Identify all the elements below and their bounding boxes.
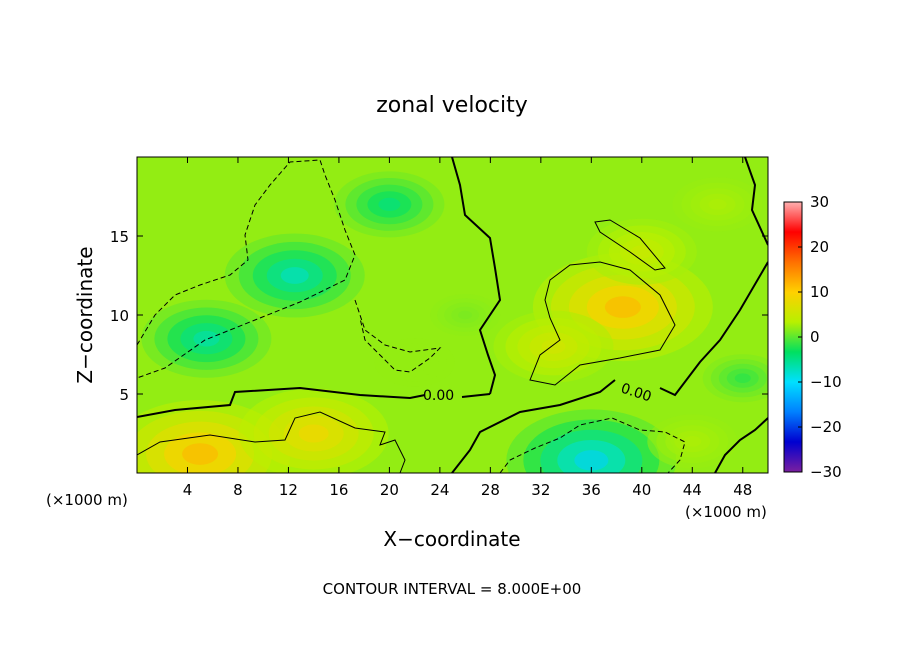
x-tick-label-32: 32 [531, 481, 550, 499]
colorbar-tick-label-3: 0 [810, 328, 820, 346]
x-axis: 4 8 12 16 20 24 28 32 36 40 44 48 [183, 157, 752, 499]
field-cell-11-1 [708, 199, 727, 210]
negative-contour-bottom [499, 417, 686, 473]
x-tick-label-12: 12 [279, 481, 298, 499]
zero-contour-right-lower [659, 261, 768, 397]
x-unit-label: (×1000 m) [685, 503, 767, 521]
field-cell-2-1 [378, 197, 401, 211]
field-cell-6-1 [182, 443, 219, 465]
field-cell-3-1 [604, 296, 641, 318]
y-tick-label-5: 5 [119, 386, 129, 404]
y-axis-label: Z−coordinate [73, 246, 97, 383]
positive-contour-left [137, 411, 406, 473]
positive-contour-max [529, 261, 676, 386]
positive-contour-loop [594, 219, 666, 271]
colorbar-tick-label-4: −10 [810, 373, 842, 391]
negative-contour-upper [137, 159, 356, 379]
zero-contour-lower [137, 386, 426, 418]
x-tick-label-8: 8 [233, 481, 243, 499]
field-cell-1-1 [193, 330, 220, 347]
field-cell-5-1 [541, 339, 566, 354]
zero-contour-lower-mid [451, 379, 616, 473]
colorbar-tick-label-2: 10 [810, 283, 829, 301]
contour-interval-note: CONTOUR INTERVAL = 8.000E+00 [323, 580, 582, 598]
contour-label-left: 0.00 [423, 388, 454, 404]
x-tick-label-16: 16 [329, 481, 348, 499]
colorbar-tick-label-6: −30 [810, 463, 842, 481]
x-axis-label: X−coordinate [383, 527, 520, 551]
velocity-field [137, 157, 768, 473]
x-tick-label-48: 48 [733, 481, 752, 499]
zero-contour-bottom-right [714, 417, 768, 473]
x-tick-label-4: 4 [183, 481, 193, 499]
x-tick-label-20: 20 [380, 481, 399, 499]
z-unit-label: (×1000 m) [46, 491, 128, 509]
x-tick-label-24: 24 [430, 481, 449, 499]
field-cell-7-1 [298, 424, 329, 443]
field-cell-12-1 [734, 373, 751, 384]
x-tick-label-28: 28 [481, 481, 500, 499]
field-cell-10-1 [458, 310, 473, 320]
field-cell-4-1 [630, 245, 653, 259]
colorbar-tick-label-1: 20 [810, 238, 829, 256]
field-cell-9-1 [683, 436, 702, 447]
zero-contour-middle [451, 157, 502, 395]
field-cell-0-1 [280, 267, 309, 284]
colorbar-tick-label-5: −20 [810, 418, 842, 436]
zero-contour-right-upper [744, 157, 768, 246]
zero-contour-lower-right [461, 393, 491, 398]
y-tick-label-15: 15 [110, 228, 129, 246]
y-axis: 5 10 15 [110, 228, 768, 404]
field-cell-13-1 [406, 357, 423, 368]
x-tick-label-36: 36 [582, 481, 601, 499]
x-tick-label-44: 44 [683, 481, 702, 499]
colorbar-ticks: 30 20 10 0 −10 −20 −30 [798, 193, 842, 481]
field-cell-8-1 [574, 450, 609, 471]
contour-lines [137, 157, 768, 473]
colorbar-tick-label-0: 30 [810, 193, 829, 211]
x-tick-label-40: 40 [632, 481, 651, 499]
y-tick-label-10: 10 [110, 307, 129, 325]
chart-title: zonal velocity [376, 93, 528, 118]
negative-contour-spur [354, 299, 442, 373]
